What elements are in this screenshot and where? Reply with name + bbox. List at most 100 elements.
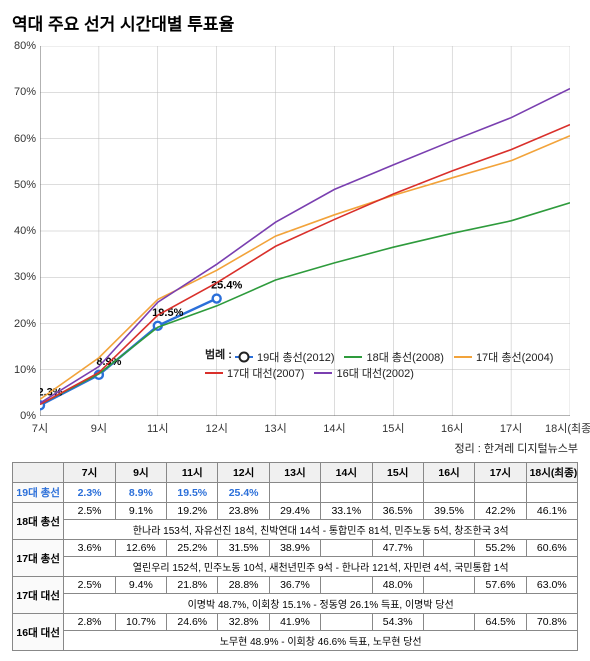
table-row: 17대 대선2.5%9.4%21.8%28.8%36.7%48.0%57.6%6… xyxy=(13,577,578,594)
table-cell xyxy=(321,614,372,631)
table-cell: 39.5% xyxy=(423,503,474,520)
table-note: 열린우리 152석, 민주노동 10석, 새천년민주 9석 - 한나라 121석… xyxy=(64,557,578,577)
table-header-cell: 15시 xyxy=(372,463,423,483)
table-cell xyxy=(423,483,474,503)
row-head: 17대 총선 xyxy=(13,540,64,577)
x-tick-label: 7시 xyxy=(32,420,48,436)
table-cell: 9.4% xyxy=(115,577,166,594)
table-cell: 33.1% xyxy=(321,503,372,520)
table-header-cell: 13시 xyxy=(269,463,320,483)
legend-item-s17g: 17대 총선(2004) xyxy=(454,349,553,365)
legend-label: 19대 총선(2012) xyxy=(257,349,334,365)
legend: 범례 : 19대 총선(2012) 18대 총선(2008) 17대 총선(2004… xyxy=(205,346,565,381)
table-header-cell: 18시(최종) xyxy=(526,463,577,483)
table-row: 16대 대선2.8%10.7%24.6%32.8%41.9%54.3%64.5%… xyxy=(13,614,578,631)
table-cell: 36.5% xyxy=(372,503,423,520)
table-cell xyxy=(269,483,320,503)
table-header-cell: 11시 xyxy=(167,463,218,483)
table-cell: 2.5% xyxy=(64,503,115,520)
marker-s19-3 xyxy=(213,295,221,303)
table-cell: 25.2% xyxy=(167,540,218,557)
table-cell: 2.8% xyxy=(64,614,115,631)
table-note-row: 열린우리 152석, 민주노동 10석, 새천년민주 9석 - 한나라 121석… xyxy=(13,557,578,577)
table-row: 18대 총선2.5%9.1%19.2%23.8%29.4%33.1%36.5%3… xyxy=(13,503,578,520)
table-cell: 64.5% xyxy=(475,614,526,631)
table-cell xyxy=(526,483,577,503)
table-cell xyxy=(423,577,474,594)
legend-label: 18대 총선(2008) xyxy=(366,349,443,365)
table-cell xyxy=(423,540,474,557)
x-tick-label: 17시 xyxy=(500,420,522,436)
table-cell: 55.2% xyxy=(475,540,526,557)
table-note-row: 이명박 48.7%, 이회창 15.1% - 정동영 26.1% 득표, 이명박… xyxy=(13,594,578,614)
table-cell: 8.9% xyxy=(115,483,166,503)
table-cell: 54.3% xyxy=(372,614,423,631)
legend-title: 범례 : xyxy=(205,349,232,361)
table-header-cell: 7시 xyxy=(64,463,115,483)
table-cell: 70.8% xyxy=(526,614,577,631)
ptlabel-s19-3: 25.4% xyxy=(211,280,242,292)
table-cell xyxy=(321,483,372,503)
table-note: 이명박 48.7%, 이회창 15.1% - 정동영 26.1% 득표, 이명박… xyxy=(64,594,578,614)
table-cell: 46.1% xyxy=(526,503,577,520)
table-cell: 60.6% xyxy=(526,540,577,557)
x-tick-label: 9시 xyxy=(91,420,107,436)
legend-item-s19: 19대 총선(2012) xyxy=(235,349,334,365)
plot: 0%10%20%30%40%50%60%70%80% 7시9시11시12시13시… xyxy=(40,46,570,416)
chart-title: 역대 주요 선거 시간대별 투표율 xyxy=(12,10,578,35)
legend-label: 16대 대선(2002) xyxy=(336,365,413,381)
y-tick-label: 60% xyxy=(14,133,36,145)
legend-item-s17p: 17대 대선(2007) xyxy=(205,365,304,381)
table-cell: 9.1% xyxy=(115,503,166,520)
table-cell: 31.5% xyxy=(218,540,269,557)
table-cell: 2.5% xyxy=(64,577,115,594)
x-tick-label: 11시 xyxy=(147,420,169,436)
table-header-cell: 17시 xyxy=(475,463,526,483)
table-cell: 42.2% xyxy=(475,503,526,520)
table-cell xyxy=(372,483,423,503)
legend-item-s18: 18대 총선(2008) xyxy=(344,349,443,365)
row-head: 18대 총선 xyxy=(13,503,64,540)
table-header-cell: 16시 xyxy=(423,463,474,483)
x-tick-label: 15시 xyxy=(382,420,404,436)
table-cell: 63.0% xyxy=(526,577,577,594)
table-cell: 10.7% xyxy=(115,614,166,631)
turnout-table: 7시9시11시12시13시14시15시16시17시18시(최종)19대 총선2.… xyxy=(12,462,578,651)
table-row: 19대 총선2.3%8.9%19.5%25.4% xyxy=(13,483,578,503)
table-cell: 41.9% xyxy=(269,614,320,631)
table-cell xyxy=(321,540,372,557)
table-cell: 28.8% xyxy=(218,577,269,594)
table-header-cell: 9시 xyxy=(115,463,166,483)
table-header-cell xyxy=(13,463,64,483)
x-tick-label: 13시 xyxy=(264,420,286,436)
legend-item-s16p: 16대 대선(2002) xyxy=(314,365,413,381)
table-cell: 38.9% xyxy=(269,540,320,557)
table-cell: 3.6% xyxy=(64,540,115,557)
table-cell: 47.7% xyxy=(372,540,423,557)
row-head: 19대 총선 xyxy=(13,483,64,503)
x-tick-label: 18시(최종) xyxy=(545,420,590,436)
table-cell: 23.8% xyxy=(218,503,269,520)
table-note-row: 노무현 48.9% - 이회창 46.6% 득표, 노무현 당선 xyxy=(13,631,578,651)
table-cell: 12.6% xyxy=(115,540,166,557)
table-header-row: 7시9시11시12시13시14시15시16시17시18시(최종) xyxy=(13,463,578,483)
y-tick-label: 30% xyxy=(14,271,36,283)
table-cell: 19.2% xyxy=(167,503,218,520)
table-cell xyxy=(475,483,526,503)
y-tick-label: 40% xyxy=(14,225,36,237)
table-cell: 57.6% xyxy=(475,577,526,594)
source-line: 정리 : 한겨레 디지털뉴스부 xyxy=(12,440,578,456)
table-cell: 21.8% xyxy=(167,577,218,594)
table-row: 17대 총선3.6%12.6%25.2%31.5%38.9%47.7%55.2%… xyxy=(13,540,578,557)
row-head: 16대 대선 xyxy=(13,614,64,651)
y-tick-label: 10% xyxy=(14,364,36,376)
row-head: 17대 대선 xyxy=(13,577,64,614)
table-note-row: 한나라 153석, 자유선진 18석, 친박연대 14석 - 통합민주 81석,… xyxy=(13,520,578,540)
x-tick-label: 16시 xyxy=(441,420,463,436)
y-tick-label: 50% xyxy=(14,179,36,191)
y-tick-label: 80% xyxy=(14,40,36,52)
table-header-cell: 14시 xyxy=(321,463,372,483)
table-cell: 36.7% xyxy=(269,577,320,594)
table-cell: 25.4% xyxy=(218,483,269,503)
table-cell: 24.6% xyxy=(167,614,218,631)
